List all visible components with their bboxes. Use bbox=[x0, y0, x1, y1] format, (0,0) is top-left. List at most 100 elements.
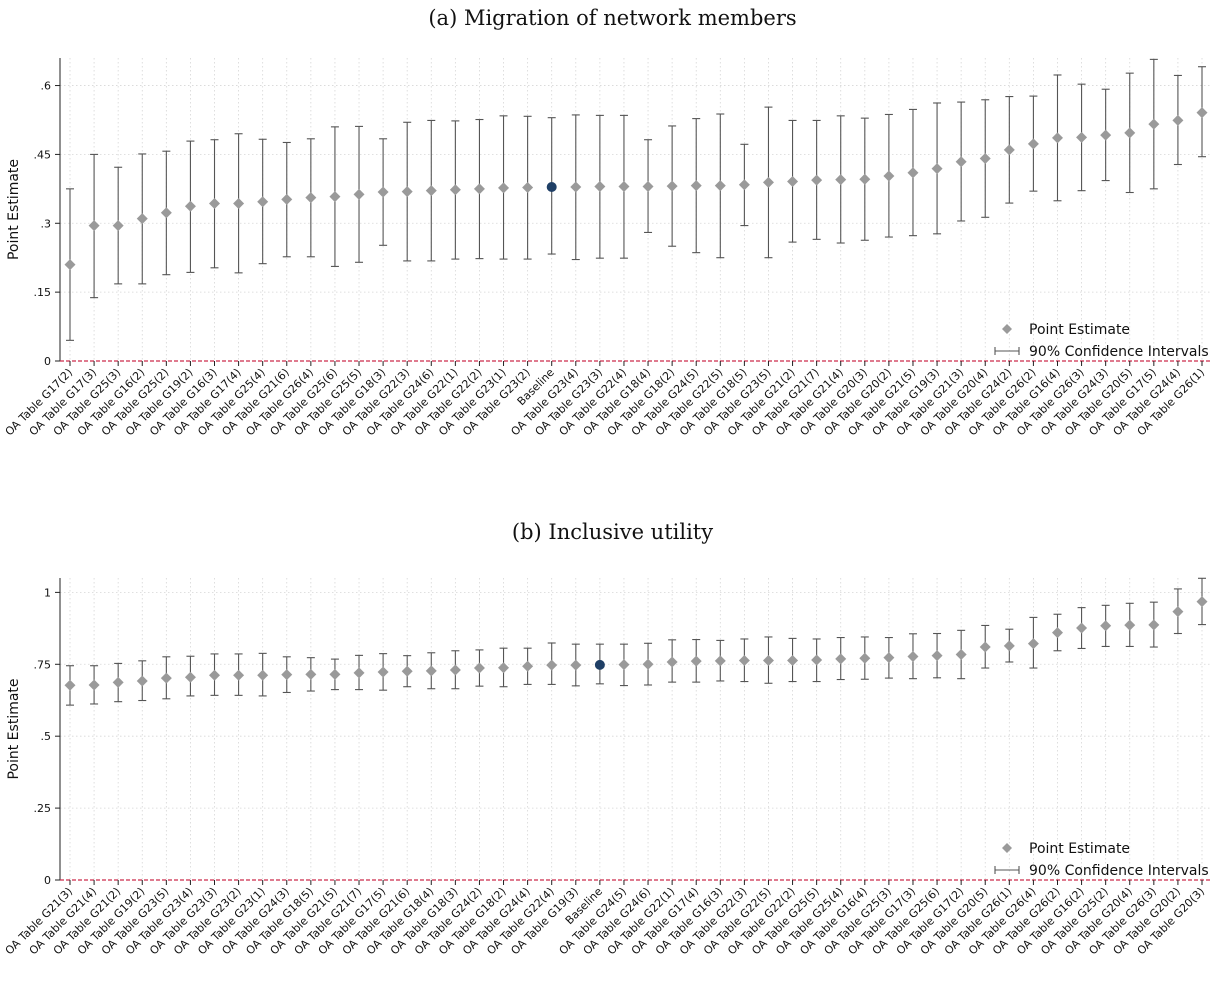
point-estimate bbox=[425, 665, 437, 677]
point-estimate bbox=[353, 188, 365, 200]
point-estimate bbox=[88, 220, 100, 232]
legend-label-ci: 90% Confidence Intervals bbox=[1029, 344, 1209, 360]
point-estimate bbox=[883, 652, 895, 664]
point-estimate bbox=[498, 662, 510, 674]
point-estimate bbox=[112, 676, 124, 688]
point-estimate bbox=[401, 665, 413, 677]
point-estimate bbox=[979, 641, 991, 653]
point-estimate bbox=[1100, 129, 1112, 141]
point-estimate bbox=[690, 655, 702, 667]
point-estimate bbox=[1003, 640, 1015, 652]
point-estimate bbox=[1196, 107, 1208, 119]
legend-point-icon bbox=[1002, 843, 1012, 853]
panel-a: (a) Migration of network members 0 .15 .3.… bbox=[0, 0, 1225, 470]
point-estimate bbox=[1100, 620, 1112, 632]
point-estimate bbox=[642, 658, 654, 670]
point-estimate bbox=[979, 153, 991, 165]
point-estimate bbox=[1196, 596, 1208, 608]
point-estimate bbox=[281, 193, 293, 205]
point-estimate bbox=[1172, 114, 1184, 126]
point-estimate bbox=[136, 213, 148, 225]
point-estimate bbox=[907, 651, 919, 663]
point-estimate bbox=[546, 659, 558, 671]
point-estimate bbox=[1027, 638, 1039, 650]
point-estimate bbox=[184, 671, 196, 683]
point-estimate bbox=[305, 192, 317, 204]
point-estimate bbox=[642, 181, 654, 193]
point-estimate bbox=[1124, 127, 1136, 139]
point-estimate bbox=[377, 666, 389, 678]
chart-title-b: (b) Inclusive utility bbox=[511, 520, 714, 544]
point-estimate bbox=[522, 660, 534, 672]
y-axis-label: Point Estimate bbox=[6, 678, 22, 779]
point-estimate bbox=[1076, 131, 1088, 143]
point-estimate bbox=[618, 181, 630, 193]
legend-label-point: Point Estimate bbox=[1029, 841, 1130, 857]
y-tick-label: .75 bbox=[34, 658, 52, 671]
point-estimate bbox=[160, 207, 172, 219]
point-estimate bbox=[498, 182, 510, 194]
point-estimate bbox=[136, 675, 148, 687]
point-estimate bbox=[931, 650, 943, 662]
point-estimate bbox=[738, 179, 750, 191]
point-estimate bbox=[1148, 118, 1160, 130]
point-estimate bbox=[1051, 132, 1063, 144]
point-estimate bbox=[522, 181, 534, 193]
point-estimate bbox=[666, 656, 678, 668]
point-estimate bbox=[570, 659, 582, 671]
point-estimate bbox=[1172, 606, 1184, 618]
point-estimate bbox=[762, 176, 774, 188]
point-estimate bbox=[209, 669, 221, 681]
point-estimate bbox=[714, 655, 726, 667]
point-estimate bbox=[835, 653, 847, 665]
point-estimate bbox=[955, 156, 967, 168]
point-estimate bbox=[811, 654, 823, 666]
baseline-point bbox=[546, 182, 557, 193]
point-estimate bbox=[64, 679, 76, 691]
point-estimate bbox=[787, 655, 799, 667]
point-estimate bbox=[859, 173, 871, 185]
point-estimate bbox=[859, 652, 871, 664]
point-estimate bbox=[281, 669, 293, 681]
point-estimate bbox=[931, 163, 943, 175]
point-estimate bbox=[184, 200, 196, 212]
y-tick-label: .45 bbox=[34, 148, 52, 161]
point-estimate bbox=[401, 186, 413, 198]
point-estimate bbox=[1027, 138, 1039, 150]
point-estimate bbox=[1148, 619, 1160, 631]
y-tick-label: .25 bbox=[34, 802, 52, 815]
baseline-point bbox=[594, 659, 605, 670]
point-estimate bbox=[88, 679, 100, 691]
legend-label-point: Point Estimate bbox=[1029, 322, 1130, 338]
point-estimate bbox=[762, 655, 774, 667]
point-estimate bbox=[329, 191, 341, 203]
point-estimate bbox=[425, 185, 437, 197]
y-tick-label: 0 bbox=[44, 355, 51, 368]
point-estimate bbox=[257, 196, 269, 208]
y-tick-label: .3 bbox=[41, 217, 52, 230]
y-tick-label: 1 bbox=[44, 586, 51, 599]
chart-title-a: (a) Migration of network members bbox=[428, 6, 797, 30]
y-axis-label: Point Estimate bbox=[6, 159, 22, 260]
point-estimate bbox=[473, 662, 485, 674]
point-estimate bbox=[233, 198, 245, 210]
point-estimate bbox=[233, 669, 245, 681]
point-estimate bbox=[666, 180, 678, 192]
point-estimate bbox=[160, 672, 172, 684]
point-estimate bbox=[738, 655, 750, 667]
point-estimate bbox=[883, 170, 895, 182]
point-estimate bbox=[353, 667, 365, 679]
point-estimate bbox=[811, 174, 823, 186]
point-estimate bbox=[257, 669, 269, 681]
point-estimate bbox=[1051, 627, 1063, 639]
point-estimate bbox=[618, 659, 630, 671]
point-estimate bbox=[1076, 622, 1088, 634]
point-estimate bbox=[907, 167, 919, 179]
point-estimate bbox=[787, 175, 799, 187]
point-estimate bbox=[449, 664, 461, 676]
legend-point-icon bbox=[1002, 324, 1012, 334]
point-estimate bbox=[377, 186, 389, 198]
point-estimate bbox=[1003, 144, 1015, 156]
y-tick-label: .6 bbox=[41, 80, 52, 93]
